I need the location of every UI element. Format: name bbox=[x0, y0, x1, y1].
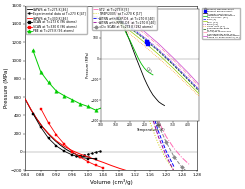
Y-axis label: Pressure (MPa): Pressure (MPa) bbox=[4, 68, 9, 108]
Legend: ST2  at T=273 K [5], TIP4P/2005  at T=270 K [17], AITNN with BLYP-D3  at T=270 K: ST2 at T=273 K [5], TIP4P/2005 at T=270 … bbox=[92, 6, 157, 29]
X-axis label: Volume (cm³/g): Volume (cm³/g) bbox=[90, 179, 133, 185]
